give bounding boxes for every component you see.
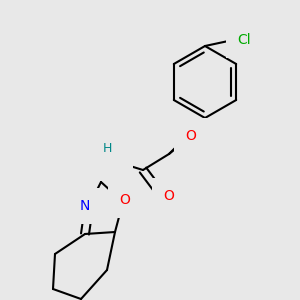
Text: Cl: Cl bbox=[237, 33, 250, 47]
Text: O: O bbox=[186, 129, 196, 143]
Text: H: H bbox=[102, 142, 112, 154]
Text: N: N bbox=[112, 151, 122, 165]
Text: N: N bbox=[80, 199, 90, 213]
Text: O: O bbox=[120, 193, 130, 207]
Text: O: O bbox=[163, 189, 174, 203]
